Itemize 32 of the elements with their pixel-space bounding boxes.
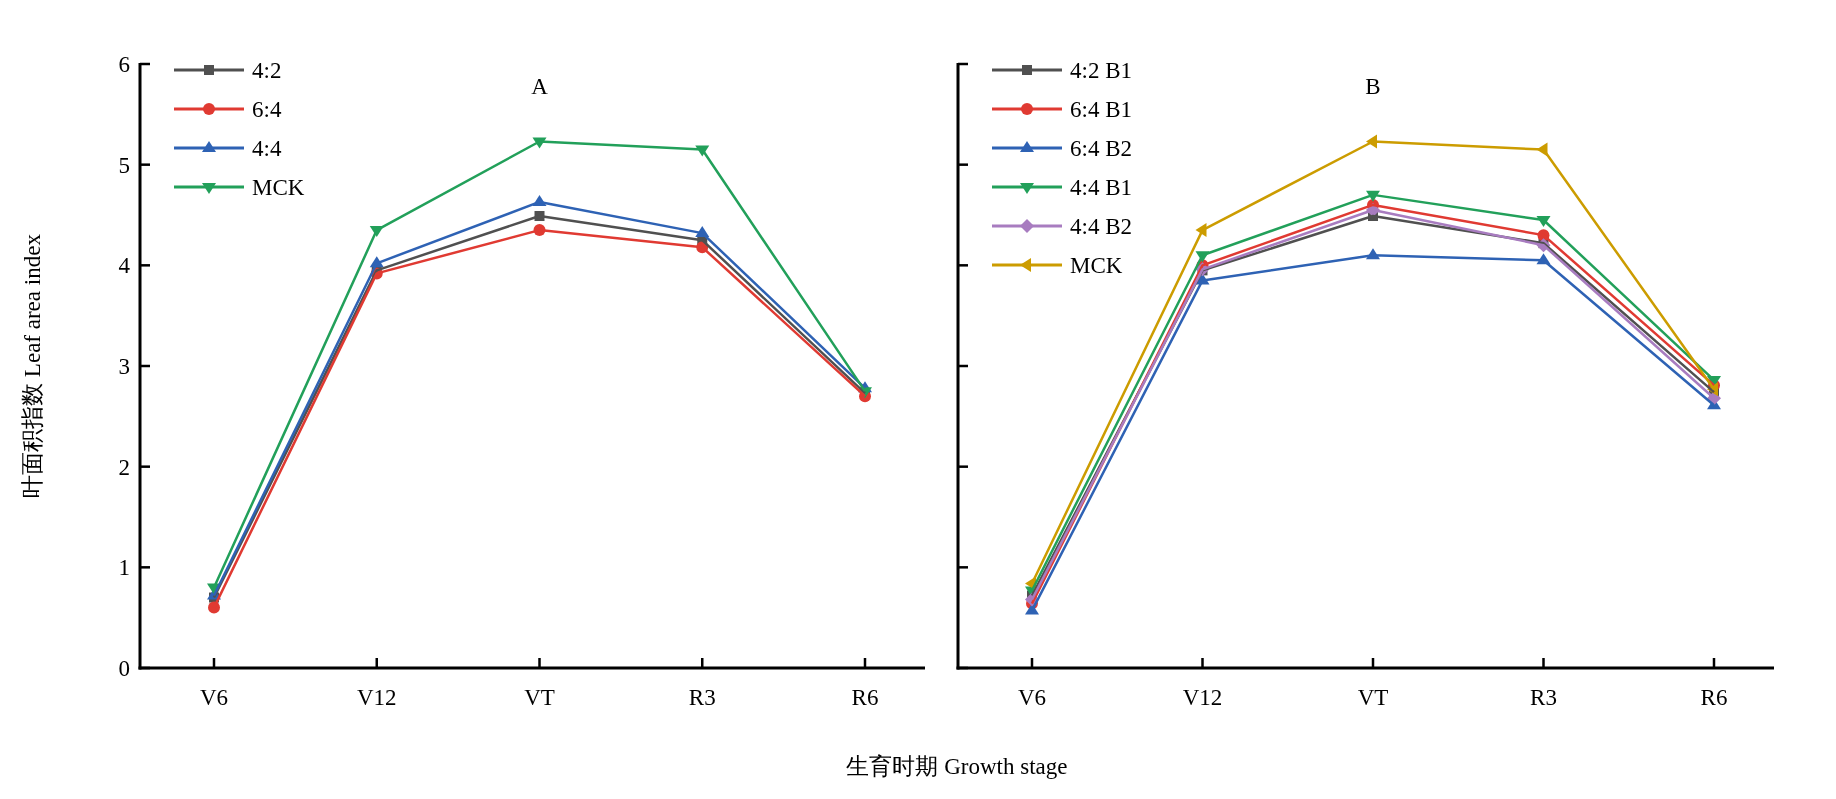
x-tick-label: V12 [1182, 685, 1223, 710]
y-tick-label: 1 [118, 555, 130, 581]
y-tick-label: 0 [118, 656, 130, 681]
legend-label: 4:4 B1 [1070, 175, 1132, 200]
x-tick-label: R3 [688, 685, 716, 710]
legend-label: 4:4 B2 [1070, 214, 1132, 239]
y-tick-label: 6 [118, 52, 130, 77]
y-tick-label: 3 [118, 354, 130, 379]
legend-label: 4:4 [252, 136, 282, 161]
x-axis-title: 生育时期 Growth stage [846, 754, 1068, 779]
y-tick-label: 2 [118, 454, 130, 480]
legend-label: 6:4 B2 [1070, 136, 1132, 161]
x-tick-label: V6 [1017, 685, 1047, 710]
legend-label: 4:2 B1 [1070, 58, 1132, 83]
x-tick-label: R6 [1700, 685, 1728, 710]
legend-label: 6:4 B1 [1070, 97, 1132, 122]
legend-label: 4:2 [252, 58, 282, 83]
y-axis-title: 叶面积指数 Leaf area index [20, 233, 45, 498]
x-tick-label: VT [1357, 685, 1389, 710]
y-tick-label: 4 [118, 253, 131, 279]
legend-label: MCK [252, 175, 305, 200]
x-tick-label: VT [524, 685, 555, 710]
y-tick-label: 5 [118, 152, 130, 178]
point [1025, 603, 1039, 615]
chart-title: A [531, 74, 549, 99]
legend-label: 6:4 [252, 97, 282, 122]
x-tick-label: R6 [851, 685, 879, 710]
x-tick-label: V6 [199, 685, 229, 710]
legend-label: MCK [1070, 253, 1123, 278]
x-tick-label: V12 [356, 685, 397, 710]
x-tick-label: R3 [1530, 685, 1557, 710]
chart-title: B [1365, 74, 1381, 99]
